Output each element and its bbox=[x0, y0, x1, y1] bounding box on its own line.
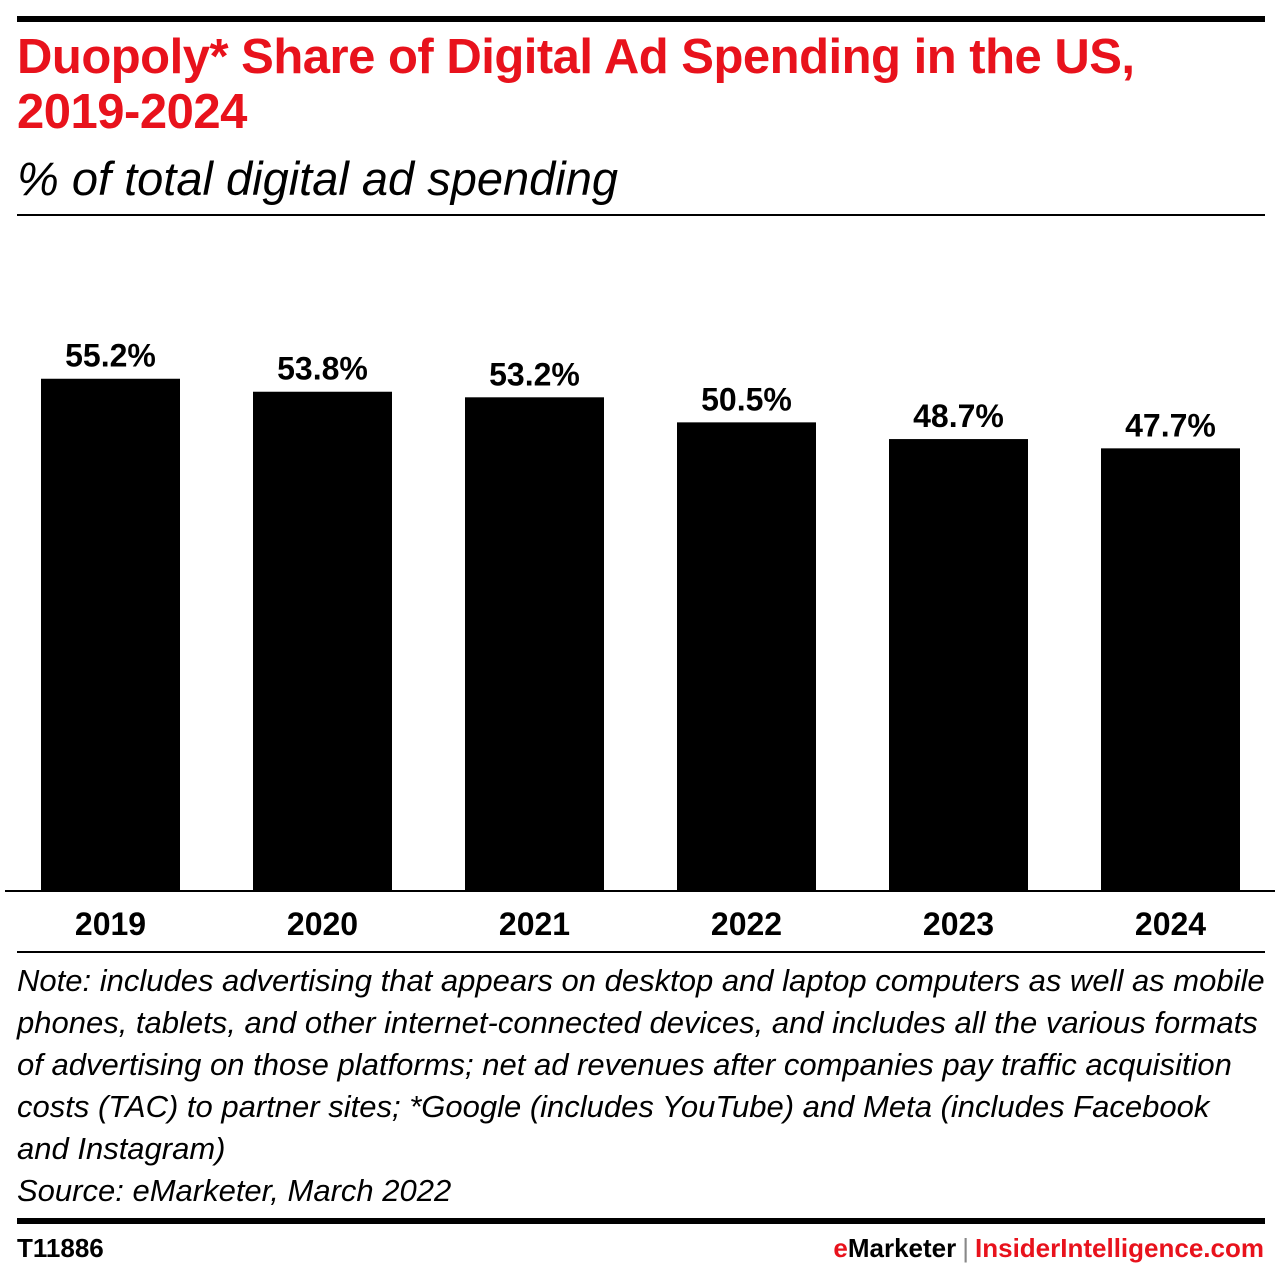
bar-2020 bbox=[253, 391, 392, 891]
chart-id: T11886 bbox=[17, 1233, 104, 1263]
bar-2024 bbox=[1101, 448, 1240, 891]
bar-2021 bbox=[465, 397, 604, 891]
data-label-2020: 53.8% bbox=[277, 351, 368, 387]
data-label-2019: 55.2% bbox=[65, 338, 156, 374]
data-label-2024: 47.7% bbox=[1125, 407, 1216, 443]
chart-subtitle: % of total digital ad spending bbox=[17, 152, 618, 205]
x-tick-label-2024: 2024 bbox=[1135, 906, 1206, 942]
top-rule bbox=[17, 16, 1265, 22]
brand-marketer: Marketer bbox=[847, 1233, 957, 1263]
x-tick-label-2022: 2022 bbox=[711, 906, 782, 942]
x-tick-label-2020: 2020 bbox=[287, 906, 358, 942]
chart-title: Duopoly* Share of Digital Ad Spending in… bbox=[17, 30, 1135, 139]
bar-chart: 55.2% 2019 53.8% 2020 53.2% 2021 50.5% 2022 48.7… bbox=[5, 338, 1275, 942]
axis-divider bbox=[17, 951, 1265, 953]
bar-2022 bbox=[677, 422, 816, 891]
x-tick-label-2019: 2019 bbox=[75, 906, 146, 942]
brand-e: e bbox=[833, 1233, 848, 1263]
brand-site: InsiderIntelligence.com bbox=[975, 1233, 1264, 1263]
header-divider bbox=[17, 214, 1265, 216]
chart-note: Note: includes advertising that appears … bbox=[17, 960, 1267, 1212]
data-label-2023: 48.7% bbox=[913, 398, 1004, 434]
x-tick-label-2023: 2023 bbox=[923, 906, 994, 942]
note-text: Note: includes advertising that appears … bbox=[17, 963, 1265, 1166]
bar-2019 bbox=[41, 378, 180, 891]
source-text: Source: eMarketer, March 2022 bbox=[17, 1173, 452, 1208]
footer-brand: eMarketer | InsiderIntelligence.com bbox=[833, 1233, 1264, 1264]
x-tick-label-2021: 2021 bbox=[499, 906, 570, 942]
data-label-2022: 50.5% bbox=[701, 381, 792, 417]
data-label-2021: 53.2% bbox=[489, 356, 580, 392]
bar-2023 bbox=[889, 439, 1028, 891]
brand-separator: | bbox=[962, 1233, 970, 1263]
bottom-rule bbox=[17, 1218, 1265, 1224]
